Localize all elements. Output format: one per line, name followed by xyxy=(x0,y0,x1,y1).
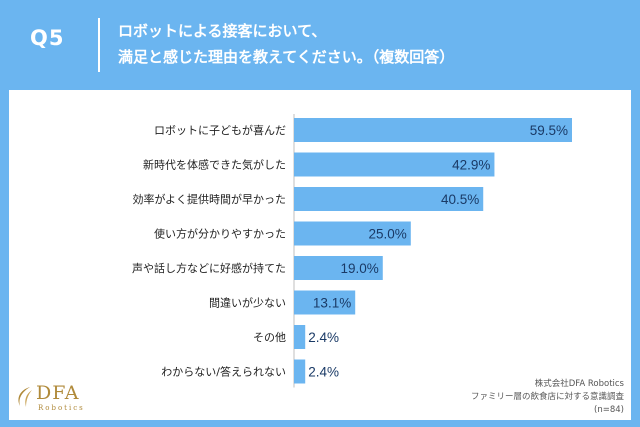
bar-7 xyxy=(294,359,306,384)
category-label-1: 新時代を体感できた気がした xyxy=(143,158,286,172)
category-label-3: 使い方が分かりやすかった xyxy=(154,227,286,241)
source-line-2: ファミリー層の飲食店に対する意識調査 xyxy=(470,392,624,402)
value-label-7: 2.4% xyxy=(308,365,339,380)
bar-3 xyxy=(294,221,411,246)
value-label-3: 25.0% xyxy=(369,227,407,242)
title-line-2: 満足と感じた理由を教えてください。（複数回答） xyxy=(118,48,455,66)
logo-name: DFA xyxy=(36,382,80,404)
bar-0 xyxy=(294,118,572,142)
logo-swoosh-icon xyxy=(18,387,32,407)
category-label-5: 間違いが少ない xyxy=(209,296,286,310)
source-note: 株式会社DFA Robotics ファミリー層の飲食店に対する意識調査 (n=8… xyxy=(471,378,624,417)
category-label-6: その他 xyxy=(253,331,286,344)
bar-2 xyxy=(294,187,484,211)
title-line-1: ロボットによる接客において、 xyxy=(118,22,327,40)
value-label-6: 2.4% xyxy=(308,330,339,345)
category-label-4: 声や話し方などに好感が持てた xyxy=(132,261,286,275)
bar-4 xyxy=(294,256,383,280)
bar-6 xyxy=(294,325,306,349)
logo-sub: Robotics xyxy=(38,404,85,412)
header: Q5 ロボットによる接客において、 満足と感じた理由を教えてください。（複数回答… xyxy=(0,0,640,88)
source-line-3: (n=84) xyxy=(594,405,624,415)
value-label-1: 42.9% xyxy=(452,158,490,173)
bar-5 xyxy=(294,290,356,315)
bar-1 xyxy=(294,152,495,177)
category-label-2: 効率がよく提供時間が早かった xyxy=(133,192,286,206)
value-label-5: 13.1% xyxy=(313,296,351,311)
value-label-0: 59.5% xyxy=(530,123,568,138)
header-divider xyxy=(98,18,100,72)
chart-card xyxy=(9,90,631,420)
value-label-2: 40.5% xyxy=(441,192,479,207)
company-logo: DFA Robotics xyxy=(14,382,124,418)
category-label-7: わからない/答えられない xyxy=(161,365,286,379)
value-label-4: 19.0% xyxy=(340,261,378,276)
source-line-1: 株式会社DFA Robotics xyxy=(534,379,624,389)
category-label-0: ロボットに子どもが喜んだ xyxy=(154,123,286,137)
question-label: Q5 xyxy=(30,26,65,50)
